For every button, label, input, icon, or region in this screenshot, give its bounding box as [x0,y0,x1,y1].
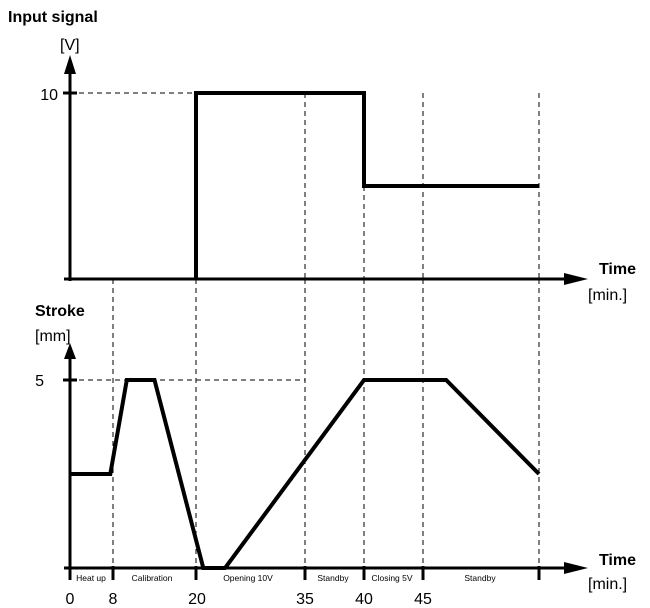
x-axis-arrow [564,562,588,574]
phase-label-heat-up: Heat up [76,573,106,583]
top-chart-title: Input signal [8,9,98,26]
x-axis-arrow [564,273,588,285]
x-tick-label-35: 35 [296,591,314,608]
phase-label-standby-2: Standby [464,573,496,583]
phase-label-opening-10v: Opening 10V [223,573,273,583]
phase-label-calibration: Calibration [132,573,173,583]
x-tick-label-8: 8 [109,591,118,608]
x-tick-label-45: 45 [414,591,432,608]
bottom-chart-y-unit: [mm] [35,328,71,345]
bottom-chart-title: Stroke [35,303,85,320]
bottom-chart-y-tick-label: 5 [35,373,44,390]
stroke-trace [70,378,541,570]
top-chart-x-unit: [min.] [588,287,627,304]
y-axis-arrow [64,343,76,359]
top-chart-y-tick-label: 10 [40,87,58,104]
y-axis-arrow [64,55,76,74]
top-chart-x-label: Time [599,261,636,278]
bottom-chart-x-label: Time [599,552,636,569]
top-chart-y-unit: [V] [60,37,80,54]
x-tick-label-0: 0 [66,591,75,608]
x-tick-label-20: 20 [188,591,206,608]
x-tick-label-40: 40 [355,591,373,608]
phase-label-standby-1: Standby [317,573,349,583]
phase-label-closing-5v: Closing 5V [371,573,412,583]
input-signal-trace [194,91,539,279]
bottom-chart-x-unit: [min.] [588,576,627,593]
